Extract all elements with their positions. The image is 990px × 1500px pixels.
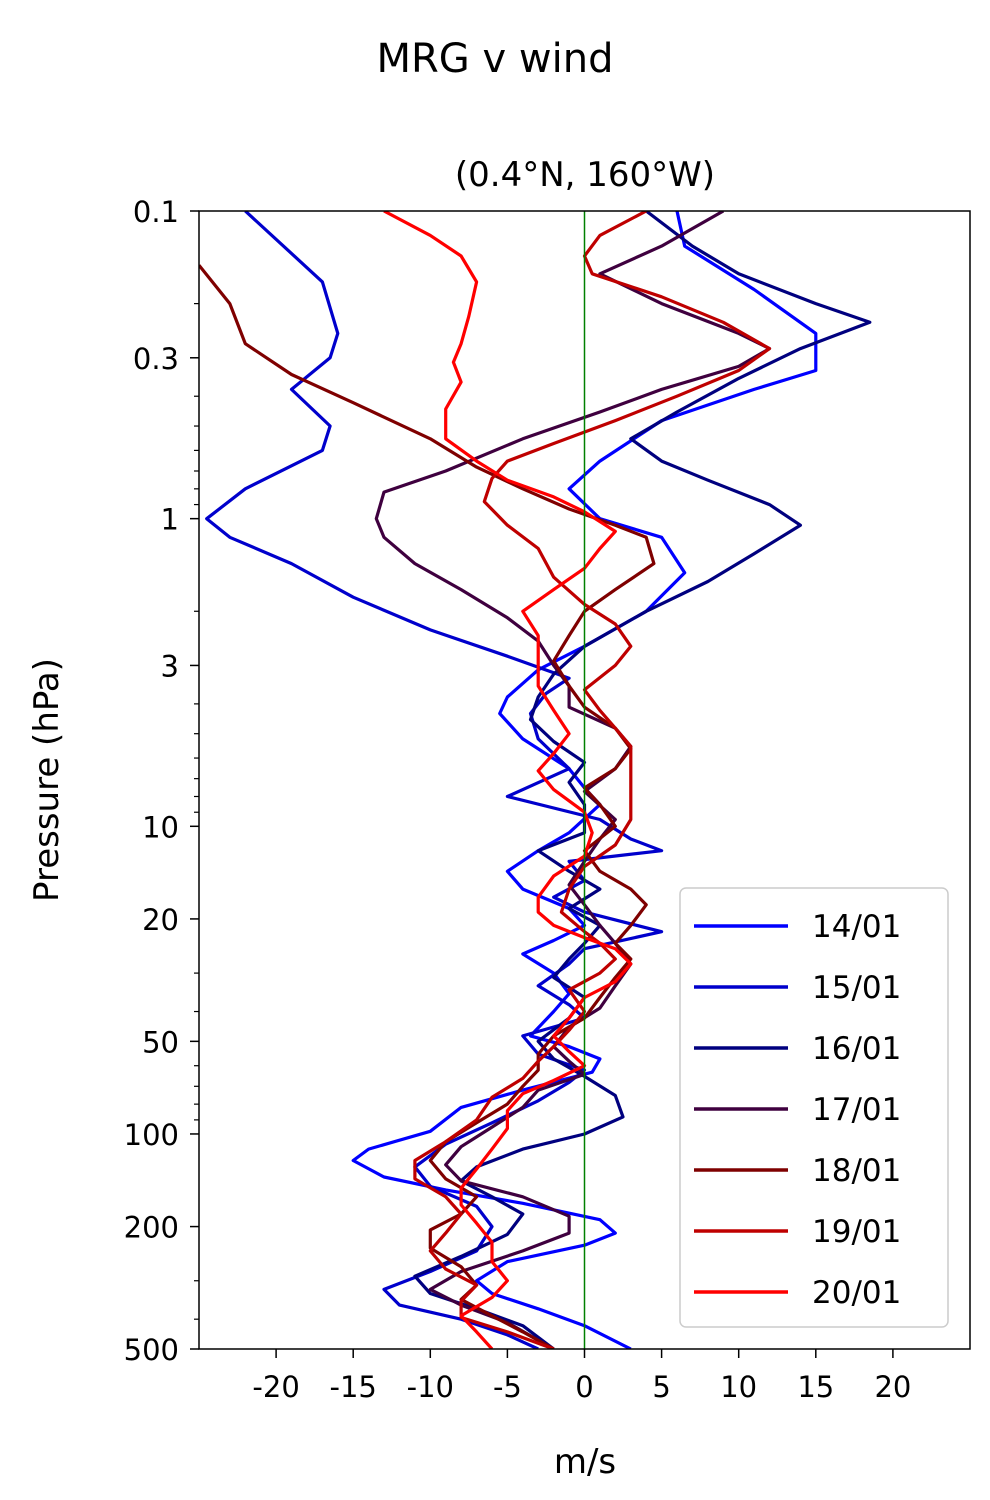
x-tick-label: 0 — [575, 1370, 593, 1404]
legend-label: 17/01 — [812, 1092, 901, 1128]
x-tick-label: -10 — [407, 1370, 454, 1404]
x-axis-ticks: -20 -15 -10 -5 0 5 10 15 20 — [252, 1349, 911, 1404]
legend-label: 14/01 — [812, 909, 901, 945]
x-tick-label: 10 — [720, 1370, 757, 1404]
legend-label: 20/01 — [812, 1275, 901, 1311]
y-axis-ticks: 0.1 0.3 1 3 10 20 50 100 200 500 — [124, 195, 199, 1367]
y-tick-label: 10 — [142, 810, 179, 844]
x-tick-label: 5 — [652, 1370, 670, 1404]
y-tick-label: 3 — [161, 649, 179, 683]
x-tick-label: -20 — [252, 1370, 299, 1404]
y-tick-label: 200 — [124, 1211, 179, 1245]
y-axis-label: Pressure (hPa) — [27, 658, 67, 902]
series-line-19-01 — [413, 211, 772, 1349]
y-tick-label: 0.1 — [133, 195, 179, 229]
series-line-15-01 — [205, 211, 664, 1349]
legend-label: 18/01 — [812, 1153, 901, 1189]
series-line-20-01 — [383, 211, 633, 1349]
legend-items: 14/01 15/01 16/01 17/01 18/01 19/01 20/01 — [694, 909, 901, 1311]
y-tick-label: 50 — [142, 1025, 179, 1059]
legend: 14/01 15/01 16/01 17/01 18/01 19/01 20/01 — [679, 887, 949, 1328]
x-tick-label: 20 — [874, 1370, 911, 1404]
series-line-17-01 — [374, 211, 772, 1349]
y-tick-label: 0.3 — [133, 342, 179, 376]
series-line-16-01 — [413, 211, 872, 1349]
y-tick-label: 500 — [124, 1333, 179, 1367]
legend-label: 15/01 — [812, 970, 901, 1006]
y-tick-label: 100 — [124, 1118, 179, 1152]
plot-title: (0.4°N, 160°W) — [455, 155, 715, 195]
series-layer — [199, 211, 872, 1349]
legend-label: 19/01 — [812, 1214, 901, 1250]
x-tick-label: 15 — [797, 1370, 834, 1404]
legend-label: 16/01 — [812, 1031, 901, 1067]
y-tick-label: 1 — [161, 503, 179, 537]
x-axis-label: m/s — [554, 1442, 616, 1482]
y-tick-label: 20 — [142, 903, 179, 937]
x-tick-label: -15 — [330, 1370, 377, 1404]
legend-box — [679, 887, 949, 1328]
x-tick-label: -5 — [493, 1370, 522, 1404]
figure-title: MRG v wind — [377, 36, 614, 82]
